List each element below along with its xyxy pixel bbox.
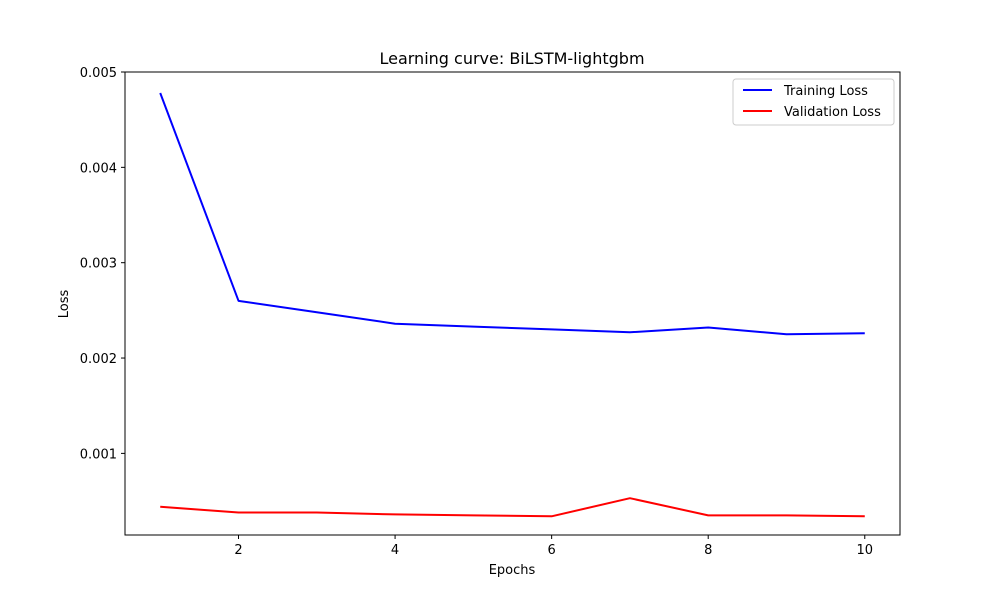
y-tick-label: 0.005 bbox=[80, 66, 117, 81]
y-tick-label: 0.003 bbox=[80, 257, 117, 272]
series-line-training-loss bbox=[159, 92, 865, 336]
y-tick-label: 0.002 bbox=[80, 352, 117, 367]
y-tick-label: 0.001 bbox=[80, 447, 117, 462]
series-line-validation-loss bbox=[160, 497, 865, 518]
x-axis-ticks: 2 4 6 8 10 bbox=[234, 535, 873, 558]
x-tick-label: 8 bbox=[704, 543, 712, 558]
x-tick-label: 4 bbox=[391, 543, 399, 558]
chart-title: Learning curve: BiLSTM-lightgbm bbox=[379, 49, 644, 68]
x-tick-label: 6 bbox=[548, 543, 556, 558]
series-lines bbox=[159, 92, 865, 518]
x-tick-label: 10 bbox=[856, 543, 873, 558]
x-axis-label: Epochs bbox=[489, 563, 536, 578]
legend: Training Loss Validation Loss bbox=[732, 78, 895, 126]
plot-area: 2 4 6 8 10 0.001 0.002 0.003 0.004 0.005 bbox=[80, 66, 901, 558]
legend-label-validation-loss: Validation Loss bbox=[784, 105, 881, 120]
y-axis-ticks: 0.001 0.002 0.003 0.004 0.005 bbox=[80, 66, 125, 462]
plot-frame bbox=[124, 71, 901, 536]
y-tick-label: 0.004 bbox=[80, 161, 117, 176]
y-axis-label: Loss bbox=[57, 290, 72, 319]
legend-box bbox=[732, 78, 895, 126]
legend-label-training-loss: Training Loss bbox=[783, 84, 868, 99]
x-tick-label: 2 bbox=[234, 543, 242, 558]
